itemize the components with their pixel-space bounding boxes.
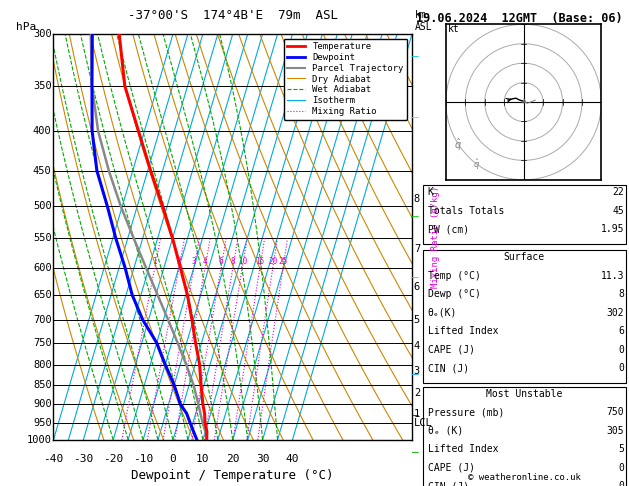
Text: CIN (J): CIN (J) bbox=[428, 481, 469, 486]
Text: 750: 750 bbox=[33, 338, 52, 348]
Text: 22: 22 bbox=[612, 187, 624, 197]
Text: —: — bbox=[412, 272, 418, 282]
Text: 6: 6 bbox=[618, 326, 624, 336]
Text: —: — bbox=[412, 369, 418, 379]
Text: LCL: LCL bbox=[414, 417, 433, 428]
Text: Pressure (mb): Pressure (mb) bbox=[428, 407, 504, 417]
Text: 700: 700 bbox=[33, 314, 52, 325]
Text: 40: 40 bbox=[286, 454, 299, 464]
Text: $\hat{q}$: $\hat{q}$ bbox=[473, 157, 480, 172]
Text: -37°00'S  174°4B'E  79m  ASL: -37°00'S 174°4B'E 79m ASL bbox=[128, 9, 338, 22]
Text: 550: 550 bbox=[33, 233, 52, 243]
Text: 800: 800 bbox=[33, 360, 52, 370]
Text: 750: 750 bbox=[606, 407, 624, 417]
Text: kt: kt bbox=[448, 24, 460, 34]
Text: K: K bbox=[428, 187, 433, 197]
Text: -30: -30 bbox=[73, 454, 94, 464]
Legend: Temperature, Dewpoint, Parcel Trajectory, Dry Adiabat, Wet Adiabat, Isotherm, Mi: Temperature, Dewpoint, Parcel Trajectory… bbox=[284, 38, 408, 120]
Text: CAPE (J): CAPE (J) bbox=[428, 463, 475, 473]
Text: 2: 2 bbox=[414, 388, 420, 398]
Text: 950: 950 bbox=[33, 417, 52, 428]
Text: 30: 30 bbox=[256, 454, 269, 464]
Text: 0: 0 bbox=[618, 363, 624, 373]
Text: —: — bbox=[412, 411, 418, 420]
Text: © weatheronline.co.uk: © weatheronline.co.uk bbox=[468, 473, 581, 482]
Text: 3: 3 bbox=[414, 366, 420, 376]
Text: 350: 350 bbox=[33, 81, 52, 91]
Text: 1: 1 bbox=[414, 409, 420, 418]
Text: $\hat{q}$: $\hat{q}$ bbox=[454, 137, 462, 153]
Text: 400: 400 bbox=[33, 126, 52, 136]
Text: 0: 0 bbox=[618, 481, 624, 486]
Text: 5: 5 bbox=[414, 314, 420, 325]
Text: 305: 305 bbox=[606, 426, 624, 436]
Text: 10: 10 bbox=[196, 454, 209, 464]
Text: Temp (°C): Temp (°C) bbox=[428, 271, 481, 281]
Text: 25: 25 bbox=[279, 257, 287, 266]
Text: 3: 3 bbox=[192, 257, 196, 266]
Text: θₑ (K): θₑ (K) bbox=[428, 426, 463, 436]
Text: Lifted Index: Lifted Index bbox=[428, 444, 498, 454]
Text: 1: 1 bbox=[152, 257, 157, 266]
Text: PW (cm): PW (cm) bbox=[428, 224, 469, 234]
Text: Surface: Surface bbox=[504, 252, 545, 262]
Text: Dewp (°C): Dewp (°C) bbox=[428, 289, 481, 299]
Text: 0: 0 bbox=[618, 345, 624, 355]
Text: 7: 7 bbox=[414, 243, 420, 254]
Text: 6: 6 bbox=[414, 282, 420, 292]
Text: 300: 300 bbox=[33, 29, 52, 39]
Text: 850: 850 bbox=[33, 380, 52, 390]
Text: 5: 5 bbox=[618, 444, 624, 454]
Text: 450: 450 bbox=[33, 166, 52, 175]
Text: 15: 15 bbox=[255, 257, 265, 266]
Text: 6: 6 bbox=[219, 257, 223, 266]
Text: —: — bbox=[412, 211, 418, 221]
Text: 20: 20 bbox=[268, 257, 277, 266]
Text: 0: 0 bbox=[618, 463, 624, 473]
Text: —: — bbox=[412, 112, 418, 122]
Text: CIN (J): CIN (J) bbox=[428, 363, 469, 373]
Text: 600: 600 bbox=[33, 262, 52, 273]
Text: Totals Totals: Totals Totals bbox=[428, 206, 504, 216]
Text: km
ASL: km ASL bbox=[415, 10, 433, 32]
Text: Most Unstable: Most Unstable bbox=[486, 389, 562, 399]
Text: Dewpoint / Temperature (°C): Dewpoint / Temperature (°C) bbox=[131, 469, 334, 482]
Text: —: — bbox=[412, 447, 418, 457]
Text: 19.06.2024  12GMT  (Base: 06): 19.06.2024 12GMT (Base: 06) bbox=[416, 12, 623, 25]
Text: -40: -40 bbox=[43, 454, 64, 464]
Text: 4: 4 bbox=[414, 342, 420, 351]
Text: -10: -10 bbox=[133, 454, 153, 464]
Text: 10: 10 bbox=[238, 257, 247, 266]
Text: Lifted Index: Lifted Index bbox=[428, 326, 498, 336]
Text: 650: 650 bbox=[33, 290, 52, 300]
Text: hPa: hPa bbox=[16, 21, 36, 32]
Text: 500: 500 bbox=[33, 201, 52, 211]
Text: 45: 45 bbox=[612, 206, 624, 216]
Text: -20: -20 bbox=[103, 454, 123, 464]
Text: 20: 20 bbox=[226, 454, 240, 464]
Text: 4: 4 bbox=[203, 257, 208, 266]
Text: 11.3: 11.3 bbox=[601, 271, 624, 281]
Text: 8: 8 bbox=[618, 289, 624, 299]
Text: 1000: 1000 bbox=[26, 435, 52, 445]
Text: 1.95: 1.95 bbox=[601, 224, 624, 234]
Text: 8: 8 bbox=[231, 257, 235, 266]
Text: 2: 2 bbox=[177, 257, 181, 266]
Text: 900: 900 bbox=[33, 399, 52, 409]
Text: Mixing Ratio (g/kg): Mixing Ratio (g/kg) bbox=[431, 186, 440, 288]
Text: 0: 0 bbox=[170, 454, 176, 464]
Text: 302: 302 bbox=[606, 308, 624, 318]
Text: CAPE (J): CAPE (J) bbox=[428, 345, 475, 355]
Text: —: — bbox=[412, 51, 418, 61]
Text: 8: 8 bbox=[414, 194, 420, 205]
Text: θₑ(K): θₑ(K) bbox=[428, 308, 457, 318]
